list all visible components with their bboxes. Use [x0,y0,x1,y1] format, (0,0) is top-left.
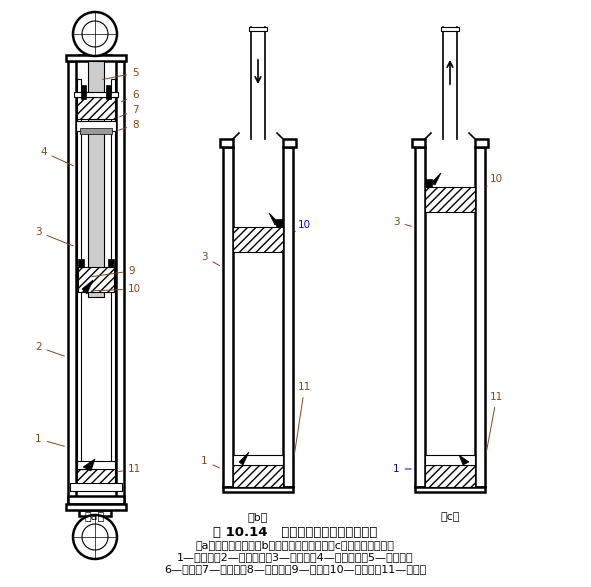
Bar [412,139,425,147]
Bar [76,121,116,131]
Polygon shape [431,173,441,185]
Bar [74,92,118,97]
Text: 7: 7 [119,105,139,117]
Text: 图 10.14   双向作用筒式减振器示意图: 图 10.14 双向作用筒式减振器示意图 [213,525,377,538]
Bar [223,487,293,492]
Bar [116,61,124,504]
Text: 1: 1 [201,456,219,468]
Bar [283,147,293,487]
Bar [78,267,114,292]
Circle shape [82,21,108,47]
Text: 1: 1 [35,434,64,446]
Bar [283,139,296,147]
Bar [77,97,115,119]
Bar [415,487,485,492]
Circle shape [82,524,108,550]
Bar [415,147,425,487]
Bar [77,79,81,487]
Text: （a）: （a） [85,512,105,522]
Bar [79,510,111,516]
Bar [79,55,111,59]
Polygon shape [239,452,249,465]
Bar [66,55,126,61]
Polygon shape [269,213,279,225]
Polygon shape [83,459,95,471]
Bar [77,461,115,469]
Bar [106,85,111,99]
Text: 11: 11 [119,464,141,474]
Polygon shape [459,455,469,465]
Bar [475,139,488,147]
Text: （a）结构示意图；（b）减振器压缩行程；（c）减振器伸张行程: （a）结构示意图；（b）减振器压缩行程；（c）减振器伸张行程 [196,540,394,550]
Bar [441,27,459,31]
Text: 3: 3 [201,252,220,266]
Text: 9: 9 [92,266,135,276]
Text: 6: 6 [122,90,139,102]
Bar [223,147,233,487]
Text: 11: 11 [486,392,504,451]
Bar [425,187,475,212]
Text: 6—油封；7—防尘罩；8—导向座；9—活塞；10—流通鄀；11—补偿鄀: 6—油封；7—防尘罩；8—导向座；9—活塞；10—流通鄀；11—补偿鄀 [164,564,426,574]
Bar [425,455,475,465]
Bar [425,179,432,187]
Bar [425,465,475,487]
Bar [111,79,115,487]
Bar [249,27,267,31]
Bar [66,504,126,510]
Bar [276,219,283,227]
Text: 10: 10 [92,284,141,294]
Bar [68,496,124,504]
Polygon shape [82,280,93,294]
Circle shape [73,12,117,56]
Text: 1—压缩阀；2—储油缸筒；3—伸张鄀；4—工作缸筒；5—活塞杆；: 1—压缩阀；2—储油缸筒；3—伸张鄀；4—工作缸筒；5—活塞杆； [177,552,413,562]
Text: 5: 5 [103,68,139,79]
Text: 3: 3 [35,227,73,246]
Bar [68,61,76,504]
Text: 11: 11 [294,382,311,454]
Bar [233,455,283,465]
Text: 8: 8 [119,120,139,130]
Bar [108,259,114,267]
Bar [233,227,283,252]
Text: 3: 3 [393,217,411,227]
Bar [220,139,233,147]
Text: （c）: （c） [440,512,460,522]
Bar [77,469,115,487]
Text: 10: 10 [486,174,503,187]
Bar [88,61,104,297]
Text: （b）: （b） [248,512,268,522]
Bar [81,85,86,99]
Bar [78,259,84,267]
Text: 2: 2 [35,342,64,356]
Circle shape [73,515,117,559]
Bar [70,483,122,491]
Text: 10: 10 [294,220,311,232]
Text: 4: 4 [40,147,73,166]
Text: 1: 1 [393,464,411,474]
Bar [475,147,485,487]
Bar [80,128,112,134]
Bar [233,465,283,487]
